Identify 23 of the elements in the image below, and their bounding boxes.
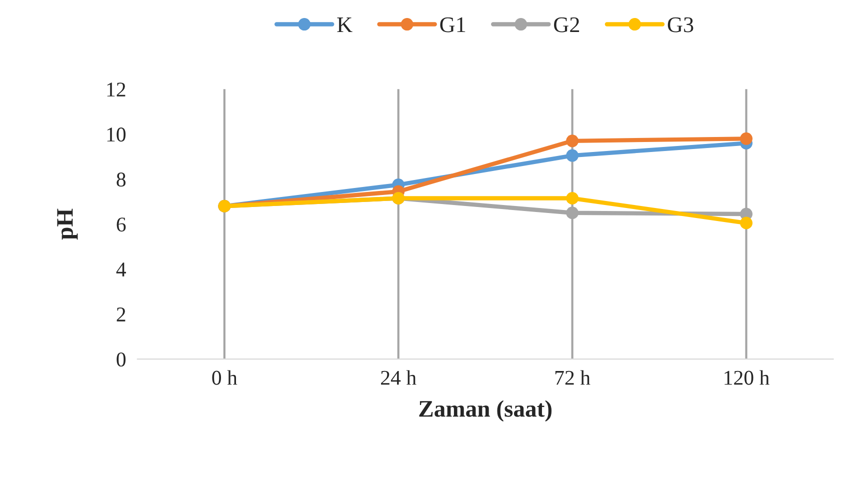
y-axis-title: pH bbox=[57, 208, 78, 240]
x-tick-label: 72 h bbox=[555, 370, 590, 385]
legend-label: G1 bbox=[440, 17, 466, 32]
legend-label: G3 bbox=[668, 17, 694, 32]
y-tick-label: 6 bbox=[116, 218, 126, 232]
point bbox=[566, 134, 579, 148]
y-tick-label: 4 bbox=[116, 262, 126, 276]
x-tick-label: 120 h bbox=[724, 370, 770, 385]
y-tick-label: 10 bbox=[107, 128, 126, 142]
point bbox=[566, 149, 579, 162]
point bbox=[566, 206, 579, 220]
x-tick-label: 24 h bbox=[381, 370, 416, 385]
x-axis-title: Zaman (saat) bbox=[419, 400, 552, 422]
y-tick-label: 12 bbox=[107, 82, 126, 96]
legend-label: G2 bbox=[554, 17, 580, 32]
y-tick-label: 0 bbox=[116, 352, 126, 367]
point bbox=[740, 132, 753, 145]
y-tick-label: 8 bbox=[116, 172, 126, 187]
y-tick-label: 2 bbox=[116, 308, 126, 322]
point bbox=[740, 216, 753, 230]
legend-label: K bbox=[337, 17, 352, 32]
x-tick-label: 0 h bbox=[212, 370, 238, 385]
point bbox=[566, 192, 579, 205]
